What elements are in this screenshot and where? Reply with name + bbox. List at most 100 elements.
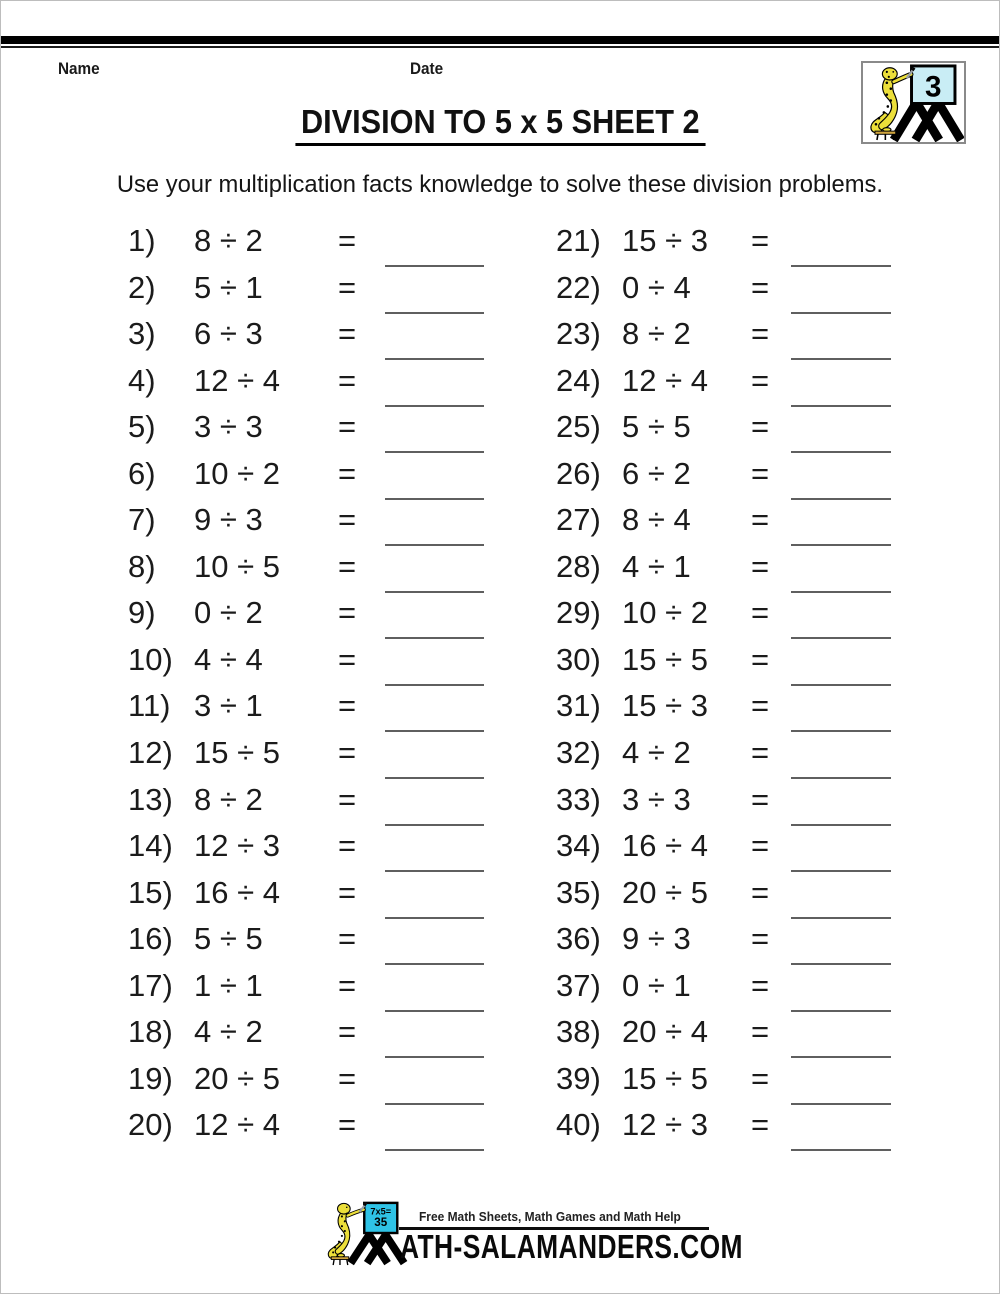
problem-expression: 10 ÷ 2: [194, 455, 280, 491]
title-wrap: DIVISION TO 5 x 5 SHEET 2: [1, 105, 999, 146]
problem-number: 2): [128, 269, 156, 305]
answer-line: [791, 544, 891, 547]
problem-row: 13) 8 ÷ 2 =: [128, 777, 518, 826]
problem-number: 33): [556, 781, 601, 817]
equals-sign: =: [751, 548, 770, 584]
problems-column-left: 1) 8 ÷ 2 = 2) 5 ÷ 1 = 3) 6 ÷ 3 = 4) 12 ÷ 4 = 5) 3 ÷ 3…: [128, 218, 518, 1152]
equals-sign: =: [338, 1014, 357, 1050]
answer-line: [385, 916, 484, 919]
problem-row: 12) 15 ÷ 5 =: [128, 730, 518, 780]
problem-row: 17) 1 ÷ 1 =: [128, 963, 518, 1012]
problem-expression: 15 ÷ 3: [622, 223, 708, 258]
problem-number: 23): [556, 316, 601, 352]
answer-line: [385, 451, 484, 454]
answer-line: [385, 1149, 484, 1152]
equals-sign: =: [338, 1107, 357, 1143]
problem-expression: 5 ÷ 5: [622, 409, 691, 445]
footer-site-wordmark: ATH-SALAMANDERS.COM: [400, 1228, 743, 1265]
answer-line: [385, 265, 484, 267]
answer-line: [791, 1102, 891, 1105]
problem-number: 9): [128, 595, 156, 631]
problem-expression: 10 ÷ 5: [194, 548, 280, 584]
answer-line: [385, 358, 484, 361]
problem-number: 15): [128, 874, 173, 910]
problem-row: 29) 10 ÷ 2 =: [556, 590, 946, 640]
answer-line: [791, 683, 891, 686]
equals-sign: =: [751, 362, 770, 398]
problem-row: 19) 20 ÷ 5 =: [128, 1056, 518, 1105]
problem-number: 25): [556, 409, 601, 445]
problem-number: 20): [128, 1107, 173, 1143]
equals-sign: =: [751, 921, 770, 957]
problem-row: 34) 16 ÷ 4 =: [556, 823, 946, 873]
problem-row: 15) 16 ÷ 4 =: [128, 870, 518, 919]
problem-expression: 8 ÷ 2: [194, 781, 263, 817]
equals-sign: =: [338, 641, 357, 677]
problem-number: 7): [128, 502, 156, 538]
problem-row: 6) 10 ÷ 2 =: [128, 451, 518, 500]
problem-number: 34): [556, 828, 601, 864]
equals-sign: =: [338, 781, 357, 817]
problem-expression: 15 ÷ 3: [622, 688, 708, 724]
problem-number: 4): [128, 362, 156, 398]
problem-expression: 0 ÷ 4: [622, 269, 691, 305]
problem-expression: 6 ÷ 3: [194, 316, 263, 352]
problem-number: 27): [556, 502, 601, 538]
problem-row: 35) 20 ÷ 5 =: [556, 870, 946, 919]
answer-line: [791, 404, 891, 407]
equals-sign: =: [751, 316, 770, 352]
equals-sign: =: [751, 641, 770, 677]
problem-expression: 4 ÷ 2: [622, 735, 691, 771]
answer-line: [791, 265, 891, 267]
problem-expression: 20 ÷ 5: [622, 874, 708, 910]
problem-expression: 3 ÷ 3: [194, 409, 263, 445]
equals-sign: =: [751, 828, 770, 864]
problem-number: 40): [556, 1107, 601, 1143]
footer-salamander-icon: [327, 1202, 368, 1266]
problem-number: 38): [556, 1014, 601, 1050]
problem-expression: 12 ÷ 3: [622, 1107, 708, 1143]
equals-sign: =: [338, 1060, 357, 1096]
problem-number: 29): [556, 595, 601, 631]
answer-line: [385, 544, 484, 547]
problem-expression: 12 ÷ 4: [194, 1107, 280, 1143]
problem-row: 10) 4 ÷ 4 =: [128, 637, 518, 686]
answer-line: [385, 497, 484, 500]
problem-row: 7) 9 ÷ 3 =: [128, 497, 518, 547]
problems-column-right: 21) 15 ÷ 3 = 22) 0 ÷ 4 = 23) 8 ÷ 2 = 24) 12 ÷ 4 = 25…: [556, 218, 946, 1152]
problem-expression: 3 ÷ 1: [194, 688, 263, 724]
math-salamanders-grade-logo: 3: [870, 64, 964, 142]
problem-expression: 4 ÷ 4: [194, 641, 263, 677]
problem-number: 8): [128, 548, 156, 584]
equals-sign: =: [338, 967, 357, 1003]
problem-expression: 4 ÷ 1: [622, 548, 691, 584]
footer-rule: [399, 1227, 709, 1230]
problem-number: 37): [556, 967, 601, 1003]
equals-sign: =: [338, 409, 357, 445]
answer-line: [791, 637, 891, 640]
answer-line: [791, 311, 891, 314]
problem-row: 28) 4 ÷ 1 =: [556, 544, 946, 593]
problem-number: 11): [128, 688, 171, 724]
problem-number: 5): [128, 409, 156, 445]
answer-line: [791, 730, 891, 733]
problem-number: 26): [556, 455, 601, 491]
problem-row: 21) 15 ÷ 3 =: [556, 218, 946, 267]
problem-expression: 1 ÷ 1: [194, 967, 263, 1003]
answer-line: [791, 451, 891, 454]
problem-number: 16): [128, 921, 173, 957]
problem-number: 10): [128, 641, 173, 677]
problem-expression: 12 ÷ 4: [194, 362, 280, 398]
problem-row: 14) 12 ÷ 3 =: [128, 823, 518, 873]
answer-line: [385, 823, 484, 826]
answer-line: [791, 1149, 891, 1152]
problem-expression: 8 ÷ 4: [622, 502, 691, 538]
problem-expression: 8 ÷ 2: [194, 223, 263, 258]
equals-sign: =: [338, 874, 357, 910]
problem-row: 26) 6 ÷ 2 =: [556, 451, 946, 500]
salamander-mascot-icon: [870, 67, 916, 141]
problem-expression: 16 ÷ 4: [622, 828, 708, 864]
equals-sign: =: [751, 409, 770, 445]
problem-row: 32) 4 ÷ 2 =: [556, 730, 946, 780]
problem-number: 39): [556, 1060, 601, 1096]
